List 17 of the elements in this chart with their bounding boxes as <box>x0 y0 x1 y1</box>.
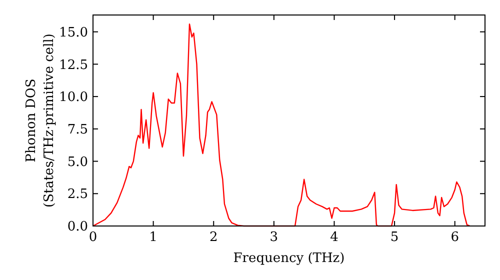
x-tick-label: 4 <box>330 230 338 245</box>
y-tick-label: 5.0 <box>67 154 88 170</box>
x-tick-label: 2 <box>209 230 218 245</box>
y-tick-label: 15.0 <box>59 25 88 40</box>
line-series <box>92 23 471 227</box>
y-tick-label: 7.5 <box>67 122 88 138</box>
y-tick-label: 0.0 <box>67 220 88 235</box>
y-tick-label: 10.0 <box>59 90 88 106</box>
x-axis-title: Frequency (THz) <box>233 251 345 266</box>
x-tick-label: 3 <box>270 230 278 245</box>
y-axis-title: Phonon DOS (States/THz·primitive cell) <box>24 33 57 208</box>
y-tick-label: 12.5 <box>59 58 88 73</box>
x-tick-label: 0 <box>88 230 98 245</box>
x-tick-label: 6 <box>450 230 459 245</box>
x-tick-label: 5 <box>390 230 399 245</box>
y-tick-label: 2.5 <box>67 187 88 202</box>
x-tick-label: 1 <box>149 230 158 245</box>
